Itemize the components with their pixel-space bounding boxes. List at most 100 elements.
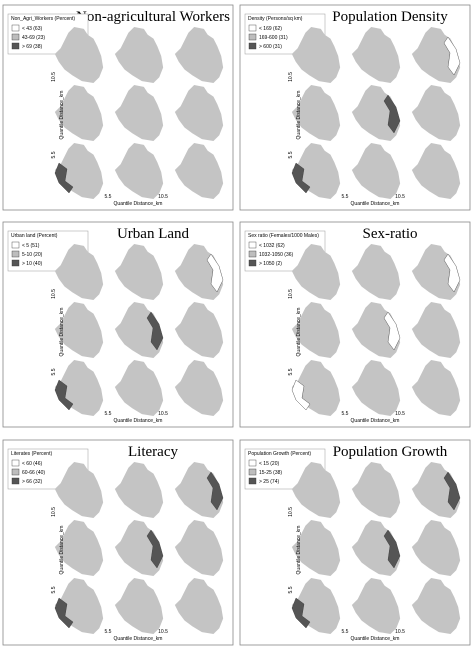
legend-title: Urban land (Percent): [11, 233, 58, 239]
legend-item: > 600 (31): [259, 44, 282, 50]
panel: Population Growth Population Growth (Perc…: [239, 439, 471, 646]
legend-swatch: [248, 241, 257, 249]
highlight-districts: [383, 94, 401, 134]
x-tick-label: 5.5: [342, 411, 349, 417]
y-tick-label: 5.5: [51, 586, 57, 593]
x-tick-label: 5.5: [342, 194, 349, 200]
highlight-districts: [206, 253, 224, 293]
x-axis-label: Quantile Distance_km: [351, 418, 400, 424]
legend-item: < 15 (20): [259, 461, 279, 467]
x-tick-label: 5.5: [342, 629, 349, 635]
y-tick-label: 10.5: [51, 72, 57, 82]
legend-item: > 10 (40): [22, 261, 42, 267]
y-axis-label: Quantile Distance_km: [59, 526, 65, 575]
x-tick-label: 10.5: [158, 411, 168, 417]
highlight-districts: [291, 162, 311, 194]
x-tick-label: 10.5: [158, 194, 168, 200]
legend-swatch: [11, 468, 20, 476]
legend-item: > 66 (32): [22, 479, 42, 485]
legend-swatch: [248, 24, 257, 32]
legend-item: < 43 (63): [22, 26, 42, 32]
highlight-districts: [383, 529, 401, 569]
legend-title: Non_Agri_Workers (Percent): [11, 16, 75, 22]
highlight-districts: [443, 471, 461, 511]
highlight-districts: [291, 597, 311, 629]
highlight-districts: [206, 471, 224, 511]
legend-swatch: [11, 33, 20, 41]
x-axis-label: Quantile Distance_km: [114, 636, 163, 642]
panel-title: Population Density: [332, 9, 448, 25]
y-axis-label: Quantile Distance_km: [296, 308, 302, 357]
y-tick-label: 5.5: [288, 368, 294, 375]
legend-item: 5-10 (20): [22, 252, 43, 258]
legend-swatch: [11, 241, 20, 249]
legend-item: > 25 (74): [259, 479, 279, 485]
x-tick-label: 5.5: [105, 629, 112, 635]
y-tick-label: 5.5: [288, 151, 294, 158]
x-tick-label: 10.5: [395, 411, 405, 417]
x-tick-label: 10.5: [395, 629, 405, 635]
legend-swatch: [11, 259, 20, 267]
highlight-districts: [443, 36, 461, 76]
y-tick-label: 5.5: [51, 368, 57, 375]
y-tick-label: 10.5: [51, 507, 57, 517]
panel: Sex-ratio Sex ratio (Females/1000 Males) <…: [239, 221, 471, 428]
x-axis-label: Quantile Distance_km: [114, 201, 163, 207]
highlight-districts: [383, 311, 401, 351]
panel-title: Sex-ratio: [363, 226, 418, 242]
panel-title: Non-agricultural Workers: [76, 9, 230, 25]
panel-title: Population Growth: [333, 444, 448, 460]
x-tick-label: 10.5: [158, 629, 168, 635]
legend-item: < 1032 (62): [259, 243, 285, 249]
panel: Urban Land Urban land (Percent) < 5 (51) 5-…: [2, 221, 234, 428]
x-tick-label: 5.5: [105, 194, 112, 200]
y-axis-label: Quantile Distance_km: [296, 91, 302, 140]
panel: Population Density Density (Persons/sq km…: [239, 4, 471, 211]
legend-item: 60-66 (40): [22, 470, 45, 476]
legend-swatch: [11, 459, 20, 467]
legend-swatch: [248, 477, 257, 485]
legend-item: 15-25 (38): [259, 470, 282, 476]
legend-item: > 1050 (2): [259, 261, 282, 267]
legend-item: < 169 (62): [259, 26, 282, 32]
x-axis-label: Quantile Distance_km: [114, 418, 163, 424]
legend-title: Literates (Percent): [11, 451, 52, 457]
y-axis-label: Quantile Distance_km: [296, 526, 302, 575]
legend-swatch: [248, 468, 257, 476]
y-tick-label: 10.5: [288, 507, 294, 517]
y-tick-label: 10.5: [51, 289, 57, 299]
legend-swatch: [11, 250, 20, 258]
legend-title: Sex ratio (Females/1000 Males): [248, 233, 319, 239]
y-axis-label: Quantile Distance_km: [59, 308, 65, 357]
legend-swatch: [11, 24, 20, 32]
legend-item: < 60 (46): [22, 461, 42, 467]
highlight-districts: [146, 529, 164, 569]
legend-title: Density (Persons/sq km): [248, 16, 303, 22]
legend-swatch: [11, 42, 20, 50]
legend-swatch: [248, 250, 257, 258]
panel: Literacy Literates (Percent) < 60 (46) 60-6…: [2, 439, 234, 646]
highlight-districts: [443, 253, 461, 293]
legend-swatch: [248, 33, 257, 41]
y-axis-label: Quantile Distance_km: [59, 91, 65, 140]
highlight-districts: [54, 597, 74, 629]
panel: Non-agricultural WorkersNon_Agri_Workers…: [2, 4, 234, 211]
legend-item: < 5 (51): [22, 243, 40, 249]
legend-item: 1032-1050 (36): [259, 252, 294, 258]
legend-item: > 69 (38): [22, 44, 42, 50]
legend-title: Population Growth (Percent): [248, 451, 311, 457]
panel-title: Literacy: [128, 444, 178, 460]
x-tick-label: 10.5: [395, 194, 405, 200]
y-tick-label: 5.5: [51, 151, 57, 158]
highlight-districts: [54, 379, 74, 411]
legend-swatch: [248, 259, 257, 267]
legend-item: 169-600 (31): [259, 35, 288, 41]
highlight-districts: [291, 379, 311, 411]
y-tick-label: 10.5: [288, 289, 294, 299]
legend-swatch: [248, 459, 257, 467]
highlight-districts: [146, 311, 164, 351]
panel-title: Urban Land: [117, 226, 190, 242]
y-tick-label: 10.5: [288, 72, 294, 82]
x-tick-label: 5.5: [105, 411, 112, 417]
